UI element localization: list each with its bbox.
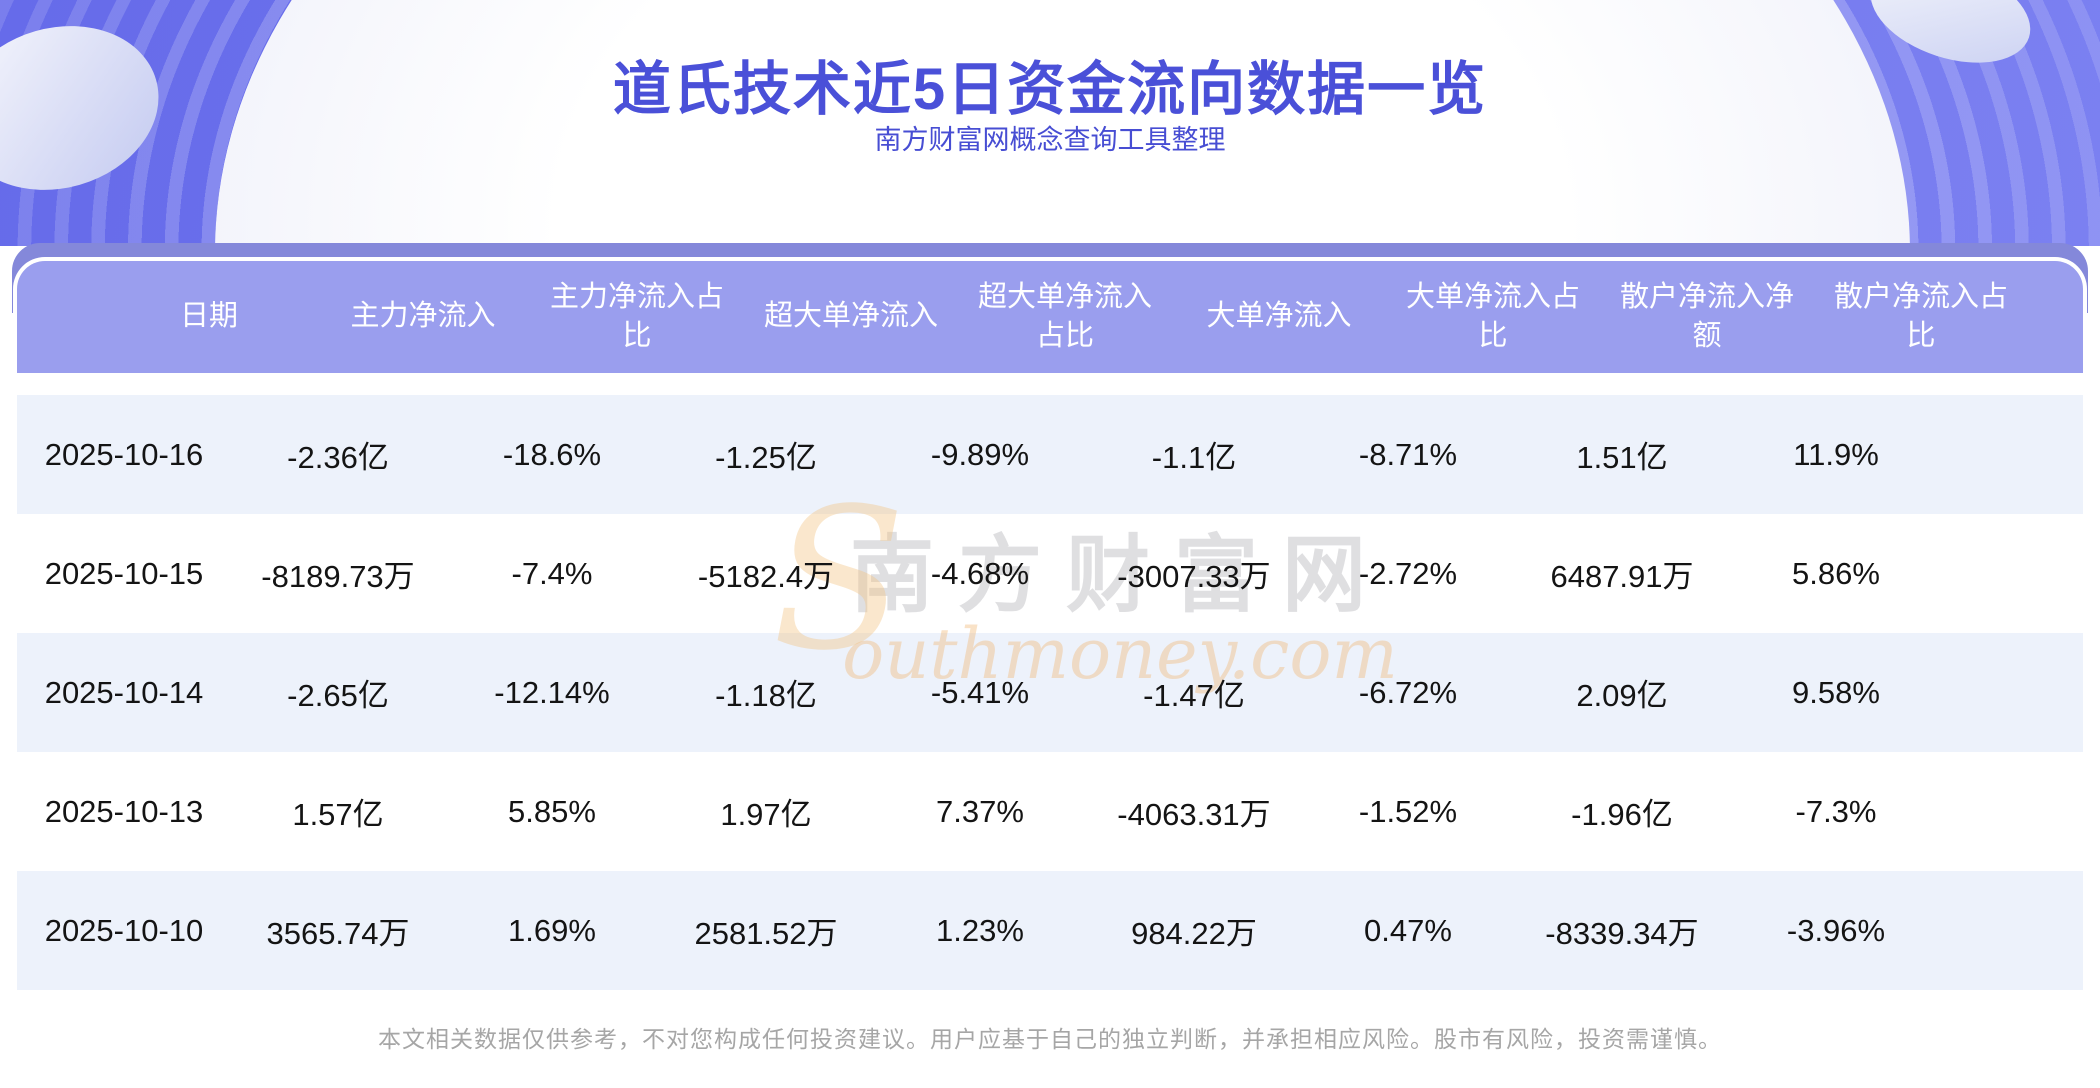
table-cell: 984.22万 (1131, 916, 1257, 951)
column-header: 日期 (179, 300, 238, 333)
table-row: 2025-10-10 3565.74万 1.69% 2581.52万 1.23% 984.… (17, 871, 2083, 990)
table-cell: -5182.4万 (697, 559, 835, 594)
banner-highlight-blob (215, 0, 1910, 246)
table-cell: 6487.91万 (1550, 559, 1694, 594)
column-header: 主力净流入 (350, 300, 496, 333)
table-cell: 1.23% (936, 912, 1024, 948)
table-cell: 1.69% (508, 912, 596, 948)
table-body: 2025-10-16 -2.36亿 -18.6% -1.25亿 -9.89% -1.1亿 -… (17, 395, 2083, 990)
page-title: 道氏技术近5日资金流向数据一览 (612, 57, 1488, 122)
table-cell: 7.37% (936, 793, 1024, 829)
table-cell: -1.25亿 (715, 440, 817, 475)
column-header: 大单净流入 (1206, 300, 1352, 333)
table-cell: -4063.31万 (1117, 797, 1271, 832)
table-cell: -2.36亿 (287, 440, 389, 475)
table-cell: -1.1亿 (1151, 440, 1237, 475)
table-row: 2025-10-15 -8189.73万 -7.4% -5182.4万 -4.68% -3… (17, 514, 2083, 633)
table-cell: 2025-10-16 (44, 436, 204, 472)
fund-flow-table: 日期 主力净流入 主力净流入占比 超大单净流入 超大单净流入占比 大单净流入 大单净流入占比… (13, 257, 2087, 990)
table-cell: -9.89% (930, 436, 1030, 472)
table-cell: -4.68% (930, 555, 1030, 591)
table-cell: 0.47% (1364, 912, 1452, 948)
table-row: 2025-10-16 -2.36亿 -18.6% -1.25亿 -9.89% -1.1亿 -… (17, 395, 2083, 514)
table-cell: 2025-10-14 (44, 674, 204, 710)
table-cell: -7.3% (1795, 793, 1877, 829)
table-row: 2025-10-14 -2.65亿 -12.14% -1.18亿 -5.41% -1.47… (17, 633, 2083, 752)
table-cell: 2025-10-13 (44, 793, 204, 829)
table-cell: 2581.52万 (694, 916, 838, 951)
table-cell: 5.85% (508, 793, 596, 829)
table-cell: 5.86% (1792, 555, 1880, 591)
column-header: 超大单净流入 (763, 300, 938, 333)
table-header-row: 日期 主力净流入 主力净流入占比 超大单净流入 超大单净流入占比 大单净流入 大单净流入占比… (17, 261, 2083, 373)
table-cell: -8189.73万 (261, 559, 415, 594)
disclaimer-text: 本文相关数据仅供参考，不对您构成任何投资建议。用户应基于自己的独立判断，并承担相… (378, 1026, 1722, 1052)
table-cell: -18.6% (502, 436, 602, 472)
page-subtitle: 南方财富网概念查询工具整理 (874, 125, 1226, 155)
table-cell: 1.57亿 (292, 797, 384, 832)
table-cell: -5.41% (930, 674, 1030, 710)
table-cell: -8.71% (1358, 436, 1458, 472)
table-cell: 1.51亿 (1576, 440, 1668, 475)
table-cell: 3565.74万 (266, 916, 410, 951)
table-cell: 2.09亿 (1576, 678, 1668, 713)
column-header: 大单净流入占比 (1405, 280, 1580, 352)
table-cell: -6.72% (1358, 674, 1458, 710)
column-header: 超大单净流入占比 (977, 280, 1152, 352)
table-cell: -7.4% (511, 555, 593, 591)
table-cell: -8339.34万 (1545, 916, 1699, 951)
table-row: 2025-10-13 1.57亿 5.85% 1.97亿 7.37% -4063.31万 -… (17, 752, 2083, 871)
table-cell: -1.18亿 (715, 678, 817, 713)
table-cell: -3.96% (1786, 912, 1886, 948)
top-banner: 道氏技术近5日资金流向数据一览 南方财富网概念查询工具整理 (0, 0, 2100, 246)
table-cell: 9.58% (1792, 674, 1880, 710)
table-cell: 11.9% (1793, 436, 1879, 472)
table-cell: -12.14% (494, 674, 610, 710)
table-cell: -1.47亿 (1143, 678, 1245, 713)
column-header: 主力净流入占比 (549, 280, 724, 352)
column-header: 散户净流入占比 (1833, 280, 2008, 352)
column-header: 散户净流入净额 (1619, 280, 1794, 352)
table-cell: 2025-10-15 (44, 555, 204, 591)
table-cell: -2.65亿 (287, 678, 389, 713)
table-cell: -1.96亿 (1571, 797, 1673, 832)
table-cell: 1.97亿 (720, 797, 812, 832)
table-cell: 2025-10-10 (44, 912, 204, 948)
table-cell: -2.72% (1358, 555, 1458, 591)
table-cell: -3007.33万 (1117, 559, 1271, 594)
table-cell: -1.52% (1358, 793, 1458, 829)
